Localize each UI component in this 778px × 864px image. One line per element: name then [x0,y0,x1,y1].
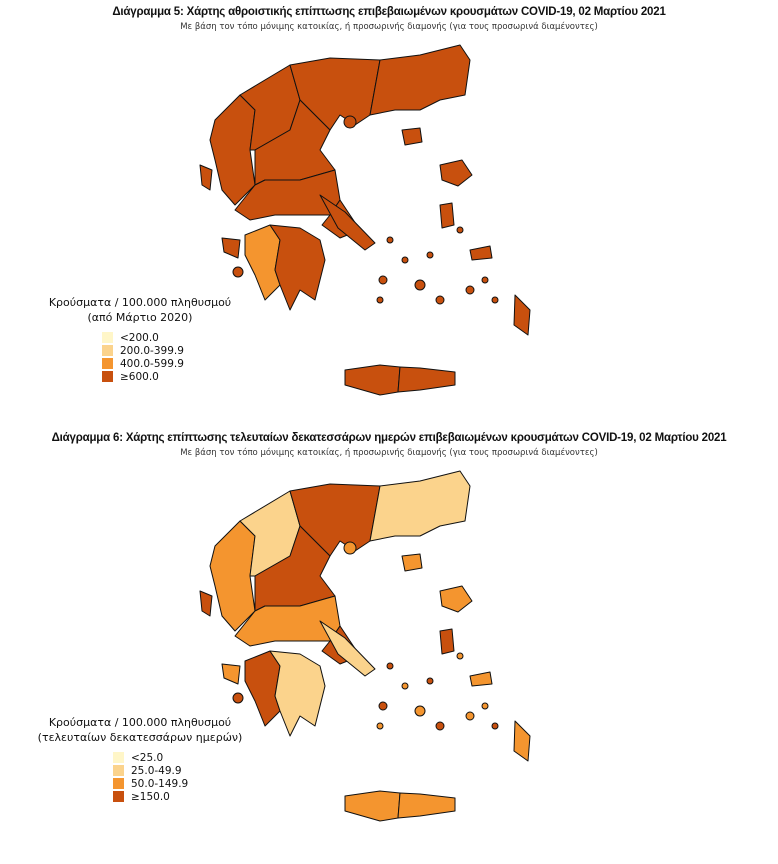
island-region [414,279,426,291]
legend-swatch [113,778,124,789]
map-legend: Κρούσματα / 100.000 πληθυσμού (τελευταίω… [35,715,245,803]
island-region [232,266,244,278]
island-region [435,295,445,305]
island-region [414,705,426,717]
island-region [401,682,409,690]
island-region [232,692,244,704]
map-title: Διάγραμμα 5: Χάρτης αθροιστικής επίπτωση… [112,6,666,18]
island-region [491,722,499,730]
legend-title: Κρούσματα / 100.000 πληθυσμού [48,296,232,309]
legend-swatch [102,345,113,356]
legend-label: 400.0-599.9 [120,357,184,370]
island-region [426,251,434,259]
region-lesvos [439,159,473,187]
legend-item: 50.0-149.9 [113,777,245,790]
region-lemnos [401,553,423,572]
choropleth-map [199,470,531,822]
region-east-peloponnese [269,650,326,737]
map-legend: Κρούσματα / 100.000 πληθυσμού (από Μάρτι… [40,295,240,383]
legend-item: ≥150.0 [113,790,245,803]
region-evia [319,194,376,251]
island-region [456,652,464,660]
legend-item: 400.0-599.9 [102,357,240,370]
legend-label: <200.0 [120,331,159,344]
legend-item: 200.0-399.9 [102,344,240,357]
island-region [343,541,357,555]
region-lesvos [439,585,473,613]
legend-swatch [102,358,113,369]
region-rhodes [513,294,531,336]
island-region [376,296,384,304]
map-subtitle: Με βάση τον τόπο μόνιμης κατοικίας, ή πρ… [180,22,598,32]
legend-item: ≥600.0 [102,370,240,383]
island-region [426,677,434,685]
region-epirus [209,520,256,632]
legend-title: Κρούσματα / 100.000 πληθυσμού [48,716,232,729]
island-region [386,236,394,244]
map-title: Διάγραμμα 6: Χάρτης επίπτωσης τελευταίων… [51,432,727,444]
legend-label: ≥600.0 [120,370,159,383]
island-region [456,226,464,234]
legend-swatch [113,752,124,763]
legend-label: ≥150.0 [131,790,170,803]
island-region [343,115,357,129]
choropleth-map [199,44,531,396]
region-rhodes [513,720,531,762]
region-crete-west [344,364,401,396]
island-region [378,701,388,711]
legend-item: 25.0-49.9 [113,764,245,777]
region-crete-west [344,790,401,822]
island-region [465,285,475,295]
region-crete-east [397,792,456,819]
legend-swatch [113,765,124,776]
region-chios [439,202,455,229]
legend-label: 200.0-399.9 [120,344,184,357]
legend-swatch [102,371,113,382]
legend-subtitle: (τελευταίων δεκατεσσάρων ημερών) [37,731,243,744]
region-kefalonia [221,663,241,685]
legend-swatch [102,332,113,343]
region-crete-east [397,366,456,393]
island-region [465,711,475,721]
region-west-peloponnese [244,224,281,301]
region-lemnos [401,127,423,146]
region-epirus [209,94,256,206]
island-region [386,662,394,670]
legend-item: <200.0 [102,331,240,344]
region-east-peloponnese [269,224,326,311]
region-samos [469,245,493,261]
island-region [481,702,489,710]
legend-label: <25.0 [131,751,164,764]
region-corfu [199,164,213,191]
legend-swatch [113,791,124,802]
region-corfu [199,590,213,617]
legend-item: <25.0 [113,751,245,764]
legend-label: 50.0-149.9 [131,777,189,790]
island-region [491,296,499,304]
island-region [481,276,489,284]
legend-label: 25.0-49.9 [131,764,182,777]
region-chios [439,628,455,655]
region-thrace [369,470,471,542]
island-region [378,275,388,285]
legend-subtitle: (από Μάρτιο 2020) [87,311,193,324]
region-thrace [369,44,471,116]
island-region [435,721,445,731]
region-kefalonia [221,237,241,259]
island-region [401,256,409,264]
region-west-peloponnese [244,650,281,727]
region-evia [319,620,376,677]
map-subtitle: Με βάση τον τόπο μόνιμης κατοικίας, ή πρ… [180,448,598,458]
region-samos [469,671,493,687]
island-region [376,722,384,730]
